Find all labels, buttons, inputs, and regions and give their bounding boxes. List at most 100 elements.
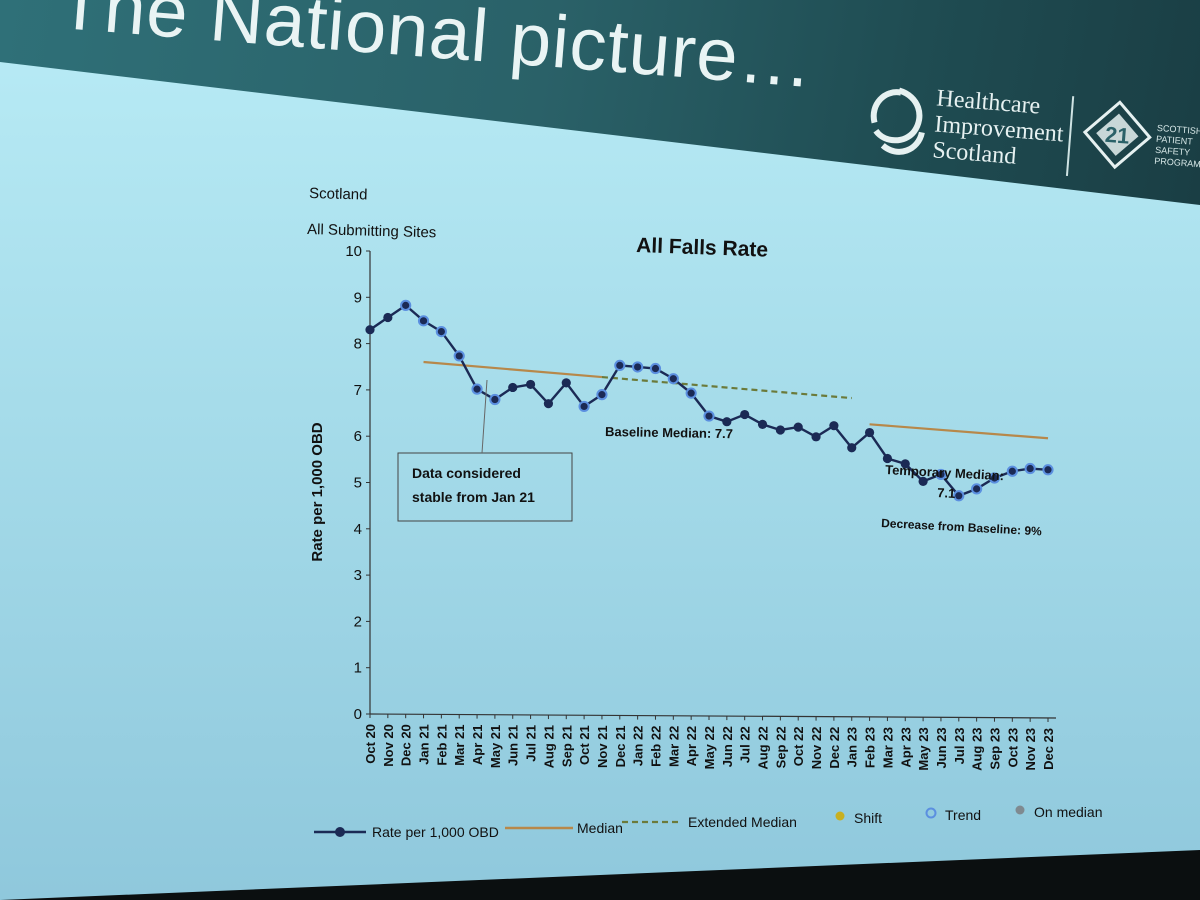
y-tick-label: 7: [354, 382, 362, 399]
trend-marker: [453, 350, 465, 362]
series-rate-point: [436, 327, 446, 337]
x-tick-label: May 21: [488, 725, 503, 768]
legend-swatch-dot: [335, 827, 345, 837]
trend-marker: [953, 490, 965, 502]
trend-marker: [971, 483, 983, 495]
trend-marker: [703, 410, 715, 422]
series-rate: [365, 299, 1054, 502]
y-tick-label: 3: [354, 567, 362, 584]
y-tick-label: 6: [354, 428, 362, 445]
series-rate-point: [1007, 466, 1017, 476]
chart-legend: Rate per 1,000 OBD Median Extended Median S…: [314, 804, 1102, 840]
series-rate-point: [847, 443, 857, 453]
series-rate-point: [989, 473, 1000, 483]
series-rate-point: [722, 417, 732, 427]
series-rate-point: [704, 411, 714, 421]
series-rate-point: [472, 384, 482, 394]
legend-label: On median: [1034, 804, 1102, 820]
trend-marker: [1042, 464, 1054, 476]
legend-label: Trend: [945, 807, 981, 823]
x-tick-label: Jan 22: [631, 726, 646, 766]
y-tick-label: 1: [354, 660, 362, 677]
chart-subtitle-line-1: Scotland: [309, 185, 368, 204]
series-rate-point: [1043, 465, 1053, 475]
x-tick-label: Jul 23: [952, 727, 967, 764]
x-tick-label: Aug 21: [541, 725, 556, 768]
series-rate-point: [740, 409, 750, 420]
x-tick-label: Apr 23: [898, 727, 913, 767]
series-rate-point: [597, 390, 607, 400]
legend-label: Extended Median: [688, 814, 797, 830]
series-rate-point: [918, 476, 928, 486]
legend-item: Trend: [925, 807, 981, 823]
x-tick-label: Mar 23: [880, 727, 895, 768]
trend-marker: [435, 326, 447, 338]
y-tick-label: 9: [354, 289, 362, 306]
x-tick-label: Oct 22: [791, 727, 806, 767]
x-tick-label: Jun 21: [506, 725, 521, 766]
legend-item: On median: [1015, 804, 1102, 820]
series-rate-point: [365, 325, 375, 335]
series-rate-point: [383, 312, 393, 323]
trend-marker: [685, 387, 697, 399]
series-rate-point: [775, 425, 785, 435]
y-tick-label: 4: [354, 521, 362, 538]
trend-marker: [471, 383, 483, 395]
x-tick-label: Sep 21: [559, 725, 574, 767]
series-rate-point: [454, 351, 464, 361]
series-rate-point: [668, 374, 678, 384]
annotations: Data considered stable from Jan 21 Basel…: [397, 379, 1042, 538]
x-tick-label: Apr 21: [470, 725, 485, 765]
chart-title: All Falls Rate: [636, 234, 769, 262]
x-tick-label: Sep 22: [773, 726, 788, 768]
x-tick-label: Nov 22: [809, 727, 824, 770]
series-rate-point: [972, 484, 982, 494]
series-rate-point: [882, 453, 893, 464]
series-rate-point: [686, 388, 696, 398]
trend-marker: [632, 361, 644, 373]
trend-marker: [1024, 462, 1036, 475]
series-rate-point: [418, 316, 429, 326]
series-rate-point: [811, 432, 821, 442]
legend-item: Shift: [835, 810, 882, 826]
series-rate-point: [579, 401, 589, 412]
y-axis-label: Rate per 1,000 OBD: [309, 422, 326, 561]
x-tick-label: Nov 21: [595, 725, 610, 768]
series-rate-point: [936, 469, 946, 480]
x-tick-label: Jan 21: [417, 724, 432, 764]
trend-marker: [988, 472, 1001, 484]
y-tick-label: 10: [345, 243, 362, 260]
y-tick-label: 0: [354, 706, 362, 723]
x-tick-label: Aug 23: [970, 728, 985, 771]
trend-marker: [935, 468, 947, 481]
extended-median-line: [601, 375, 852, 400]
series-rate-point: [508, 382, 518, 393]
stable-note-line-1: Data considered: [412, 465, 521, 481]
temporary-median-label-line-1: Temporary Median:: [885, 462, 1005, 483]
temporary-median-label-line-2: 7.1: [937, 485, 956, 501]
stable-note-box: [397, 452, 573, 522]
baseline-median-label: Baseline Median: 7.7: [605, 424, 733, 441]
x-tick-label: May 23: [916, 727, 931, 770]
x-tick-label: Feb 23: [863, 727, 878, 768]
legend-swatch-dot: [835, 811, 845, 821]
trend-marker: [667, 373, 679, 385]
spsp-badge-icon: 21: [1082, 100, 1152, 170]
series-rate-point: [490, 394, 500, 405]
series-rate-point: [900, 459, 910, 469]
trend-marker: [596, 389, 608, 401]
series-rate-point: [615, 360, 625, 371]
x-tick-label: Dec 22: [827, 727, 842, 769]
y-tick-label: 2: [354, 613, 362, 630]
legend-label: Rate per 1,000 OBD: [372, 824, 499, 840]
y-tick-label: 5: [354, 475, 362, 492]
x-axis: [369, 713, 1057, 719]
series-rate-point: [525, 379, 536, 390]
x-tick-label: Feb 21: [434, 724, 449, 765]
x-tick-label: Jul 22: [738, 726, 753, 763]
trend-marker: [489, 393, 501, 406]
temporary-median-line: [869, 423, 1049, 440]
x-tick-label: Feb 22: [648, 726, 663, 767]
